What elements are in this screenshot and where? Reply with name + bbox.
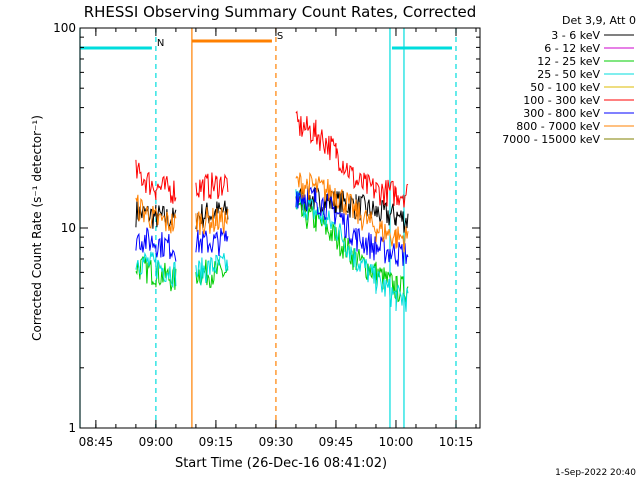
x-tick-label-4: 09:45 <box>319 435 354 449</box>
legend-label-1: 6 - 12 keV <box>544 42 600 55</box>
y-tick-label-0: 1 <box>68 421 76 435</box>
legend-title: Det 3,9, Att 0 <box>562 14 636 27</box>
x-tick-label-5: 10:00 <box>379 435 414 449</box>
y-tick-label-2: 100 <box>53 21 76 35</box>
series-6-line <box>135 186 409 267</box>
series-7-line <box>135 171 409 253</box>
legend-label-3: 25 - 50 keV <box>537 68 600 81</box>
legend-label-5: 100 - 300 keV <box>523 94 600 107</box>
series-3-line <box>135 189 409 312</box>
legend-label-4: 50 - 100 keV <box>530 81 600 94</box>
flag-label-0: N <box>157 38 164 49</box>
legend-label-7: 800 - 7000 keV <box>516 120 600 133</box>
chart-title: RHESSI Observing Summary Count Rates, Co… <box>84 3 477 21</box>
plot-area: N S 08:45 09:00 09:15 09:30 09:45 10:00 10:15 1 10… <box>53 21 481 449</box>
y-tick-label-1: 10 <box>61 221 76 235</box>
legend-label-6: 300 - 800 keV <box>523 107 600 120</box>
legend-label-2: 12 - 25 keV <box>537 55 600 68</box>
x-tick-label-1: 09:00 <box>139 435 174 449</box>
x-tick-label-0: 08:45 <box>79 435 114 449</box>
x-axis-label: Start Time (26-Dec-16 08:41:02) <box>175 456 387 471</box>
chart-timestamp: 1-Sep-2022 20:40 <box>555 468 636 478</box>
flag-label-1: S <box>277 31 283 42</box>
y-axis-label: Corrected Count Rate (s⁻¹ detector⁻¹) <box>30 115 44 341</box>
x-tick-label-2: 09:15 <box>199 435 234 449</box>
x-tick-label-3: 09:30 <box>259 435 294 449</box>
legend-label-8: 7000 - 15000 keV <box>502 133 600 146</box>
legend-label-0: 3 - 6 keV <box>551 29 600 42</box>
series-5-line <box>135 110 409 208</box>
x-tick-label-6: 10:15 <box>439 435 474 449</box>
